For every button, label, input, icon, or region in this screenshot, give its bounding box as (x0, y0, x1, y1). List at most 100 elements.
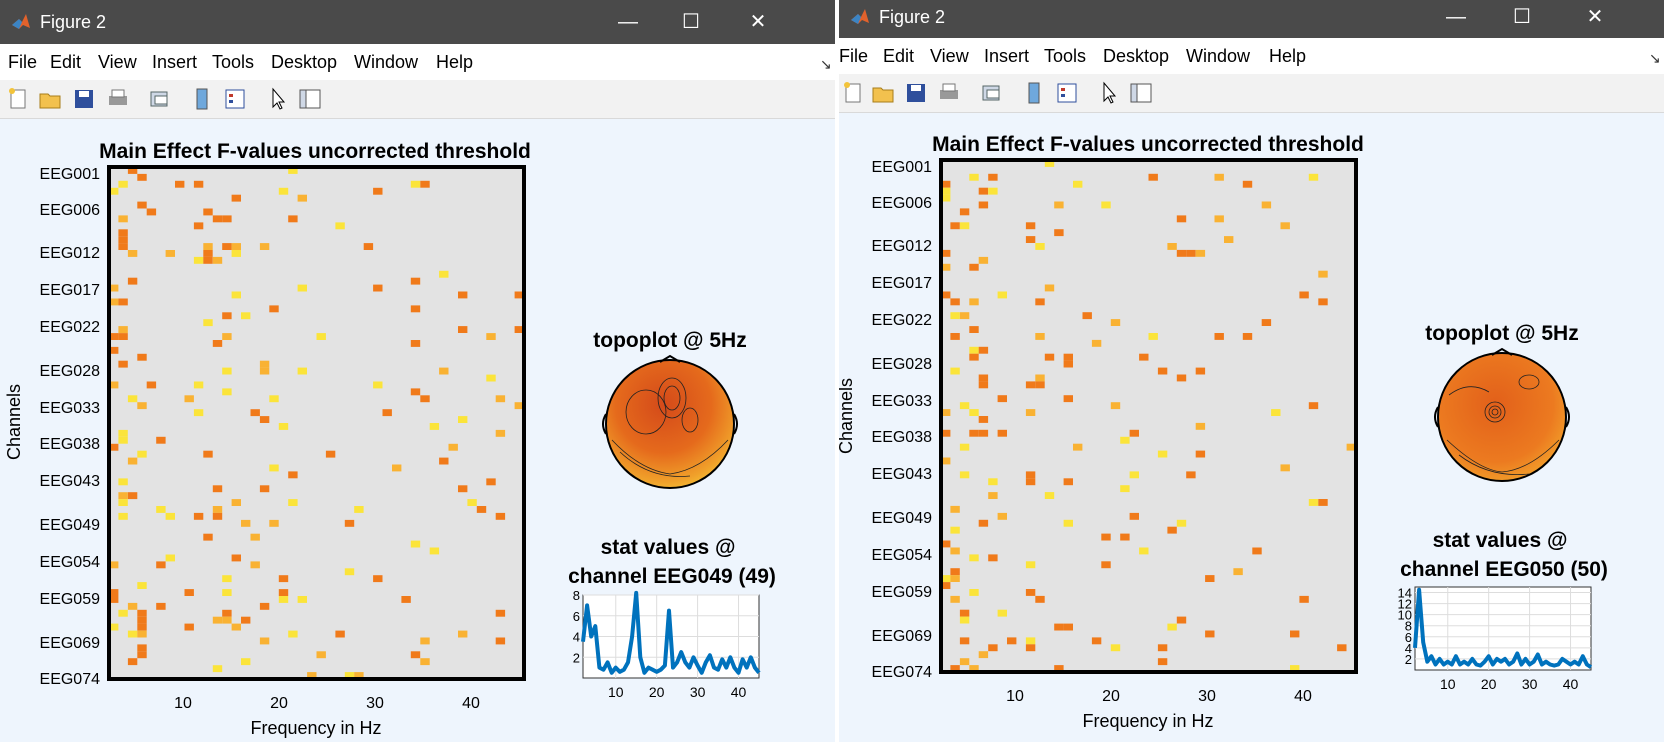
legend-icon[interactable] (1053, 79, 1081, 107)
heatmap-cell (165, 554, 175, 562)
menu-desktop[interactable]: Desktop (271, 52, 338, 72)
heatmap-cell (1261, 201, 1272, 209)
menu-help[interactable]: Help (436, 52, 474, 72)
minimize-icon[interactable]: — (1446, 6, 1466, 28)
right-ear-icon (733, 413, 738, 435)
heatmap-background (109, 167, 524, 679)
heatmap-cell (269, 305, 279, 313)
stat-x-tick-label: 10 (608, 684, 624, 700)
heatmap-cell (420, 180, 430, 188)
pointer-icon[interactable] (264, 85, 292, 113)
channel-tick-label: EEG022 (40, 319, 101, 336)
menu-view[interactable]: View (98, 52, 137, 72)
close-icon[interactable]: ✕ (1586, 6, 1604, 28)
new-figure-icon[interactable] (839, 79, 867, 107)
save-icon[interactable] (70, 85, 98, 113)
link-plot-icon[interactable] (146, 85, 174, 113)
menu-edit[interactable]: Edit (883, 46, 915, 66)
figure-toolbar (839, 74, 1664, 113)
heatmap-cell (1148, 173, 1158, 181)
heatmap-cell (1195, 249, 1206, 257)
maximize-icon[interactable]: ☐ (1513, 6, 1531, 28)
heatmap-cell (1214, 173, 1224, 181)
menu-file[interactable]: File (8, 52, 38, 72)
head-outline (605, 359, 735, 489)
legend-icon[interactable] (221, 85, 249, 113)
channel-tick-label: EEG049 (40, 517, 101, 534)
topoplot (602, 354, 738, 489)
link-plot-icon[interactable] (978, 79, 1006, 107)
maximize-icon[interactable]: ☐ (682, 11, 700, 33)
heatmap-cell (495, 637, 506, 645)
heatmap-cell (212, 665, 223, 673)
menu-window[interactable]: Window (1186, 46, 1251, 66)
heatmap-cell (978, 201, 989, 209)
heatmap-cell (344, 568, 355, 576)
heatmap-cell (997, 609, 1007, 617)
heatmap-frame (107, 165, 526, 681)
channel-tick-label: EEG033 (872, 393, 933, 410)
heatmap-cell (212, 485, 223, 493)
heatmap-cell (410, 305, 421, 313)
new-figure-icon[interactable] (4, 85, 32, 113)
dock-arrow-icon[interactable]: ↘ (1649, 50, 1661, 66)
menu-help[interactable]: Help (1269, 46, 1307, 66)
property-inspector-icon[interactable] (296, 85, 324, 113)
heatmap-cell (495, 395, 506, 403)
open-file-icon[interactable] (36, 85, 64, 113)
channel-tick-label: EEG043 (872, 466, 933, 483)
heatmap-cell (486, 333, 496, 340)
heatmap-cell (959, 471, 970, 479)
colorbar-icon[interactable] (188, 85, 216, 113)
matlab-logo-icon (12, 14, 30, 29)
heatmap-cell (222, 616, 232, 624)
heatmap-cell (109, 284, 119, 292)
heatmap-cell (1035, 333, 1045, 340)
menu-insert[interactable]: Insert (152, 52, 198, 72)
topoplot-title: topoplot @ 5Hz (593, 329, 746, 352)
dock-arrow-icon[interactable]: ↘ (820, 56, 832, 72)
heatmap-cell (941, 457, 951, 465)
menu-tools[interactable]: Tools (1044, 46, 1087, 66)
channel-tick-label: EEG006 (40, 202, 101, 219)
print-icon[interactable] (104, 85, 132, 113)
close-icon[interactable]: ✕ (749, 11, 767, 33)
heatmap-cell (241, 616, 251, 624)
main-plot-title: Main Effect F-values uncorrected thresho… (99, 140, 531, 163)
heatmap-cell (222, 609, 232, 617)
pointer-icon[interactable] (1095, 79, 1123, 107)
title-bar[interactable]: Figure 2 — ☐ ✕ (0, 0, 835, 44)
menu-file[interactable]: File (839, 46, 869, 66)
save-icon[interactable] (902, 79, 930, 107)
heatmap-cell (410, 540, 421, 548)
heatmap-cell (231, 250, 241, 257)
heatmap-cell (109, 346, 119, 354)
heatmap-background (941, 160, 1356, 672)
heatmap-cell (969, 298, 979, 306)
colorbar-icon[interactable] (1020, 79, 1048, 107)
property-inspector-icon[interactable] (1127, 79, 1155, 107)
heatmap-cell (495, 512, 506, 520)
menu-view[interactable]: View (930, 46, 969, 66)
heatmap-cell (978, 519, 989, 527)
heatmap-cell (137, 644, 147, 652)
minimize-icon[interactable]: — (618, 11, 638, 33)
heatmap-cell (1063, 395, 1073, 403)
open-file-icon[interactable] (869, 79, 897, 107)
menu-desktop[interactable]: Desktop (1103, 46, 1170, 66)
menu-window[interactable]: Window (354, 52, 419, 72)
figure-window-1: Figure 2 — ☐ ✕ File Edit View Insert Too… (0, 0, 835, 742)
print-icon[interactable] (935, 79, 963, 107)
heatmap-cell (156, 506, 166, 513)
channel-tick-label: EEG028 (40, 363, 101, 380)
heatmap-cell (203, 208, 213, 216)
heatmap-cell (127, 395, 138, 403)
heatmap-cell (118, 436, 128, 444)
heatmap-cell (231, 623, 241, 631)
menu-edit[interactable]: Edit (50, 52, 82, 72)
menu-tools[interactable]: Tools (212, 52, 255, 72)
menu-insert[interactable]: Insert (984, 46, 1030, 66)
heatmap-cell (988, 478, 998, 486)
heatmap-cell (118, 609, 128, 617)
title-bar[interactable]: Figure 2 — ☐ ✕ (839, 0, 1664, 38)
